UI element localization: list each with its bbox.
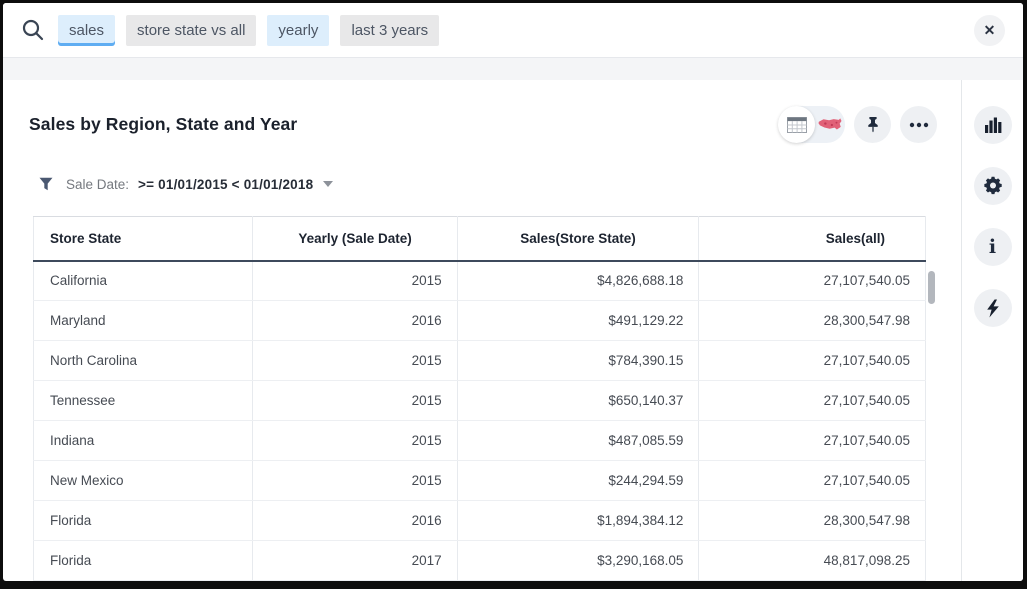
column-header[interactable]: Store State (32, 216, 254, 262)
table-header-row: Store State Yearly (Sale Date) Sales(Store… (32, 216, 926, 262)
search-token[interactable]: last 3 years (340, 14, 440, 46)
table-cell: Tennessee (32, 380, 254, 421)
table-row[interactable]: Tennessee 2015 $650,140.37 27,107,540.05 (32, 380, 926, 421)
more-options-icon[interactable] (900, 106, 937, 143)
results-table: Store State Yearly (Sale Date) Sales(Store… (32, 216, 926, 581)
table-row[interactable]: Maryland 2016 $491,129.22 28,300,547.98 (32, 300, 926, 341)
title-row: Sales by Region, State and Year (29, 106, 961, 143)
table-cell: 2017 (252, 540, 458, 581)
app-window: sales store state vs all yearly last 3 year… (3, 3, 1023, 581)
results-table-area: Store State Yearly (Sale Date) Sales(Store… (32, 216, 935, 581)
chart-icon[interactable] (973, 106, 1012, 144)
table-cell: California (32, 260, 254, 301)
filter-row[interactable]: Sale Date: >= 01/01/2015 < 01/01/2018 (29, 174, 961, 194)
table-cell: 27,107,540.05 (698, 460, 926, 501)
vertical-scrollbar[interactable] (928, 271, 935, 304)
table-cell: 2015 (252, 340, 458, 381)
table-cell: $491,129.22 (456, 300, 700, 341)
table-cell: 48,817,098.25 (698, 540, 926, 581)
view-toggle[interactable] (778, 106, 845, 143)
table-cell: Maryland (32, 300, 254, 341)
lightning-icon[interactable] (973, 289, 1012, 327)
caret-down-icon[interactable] (323, 181, 334, 187)
page-title: Sales by Region, State and Year (29, 114, 298, 134)
table-row[interactable]: New Mexico 2015 $244,294.59 27,107,540.05 (32, 460, 926, 501)
search-icon (22, 19, 44, 41)
table-view-icon[interactable] (778, 106, 815, 143)
answer-actions (778, 106, 937, 143)
table-cell: $244,294.59 (456, 460, 700, 501)
table-cell: 2015 (252, 420, 458, 461)
table-cell: 28,300,547.98 (698, 500, 926, 541)
pin-icon[interactable] (854, 106, 891, 143)
table-row[interactable]: Florida 2016 $1,894,384.12 28,300,547.98 (32, 500, 926, 541)
map-view-icon[interactable] (815, 116, 845, 133)
search-token[interactable]: yearly (267, 14, 330, 46)
table-cell: 27,107,540.05 (698, 260, 926, 301)
table-row[interactable]: North Carolina 2015 $784,390.15 27,107,540.… (32, 340, 926, 381)
right-rail: i (961, 80, 1023, 581)
column-header[interactable]: Sales(Store State) (456, 216, 700, 262)
table-cell: $4,826,688.18 (456, 260, 700, 301)
search-tokens[interactable]: sales store state vs all yearly last 3 year… (58, 14, 440, 46)
table-cell: 2015 (252, 380, 458, 421)
table-cell: $1,894,384.12 (456, 500, 700, 541)
info-glyph: i (988, 235, 997, 258)
table-cell: Florida (32, 540, 254, 581)
column-header[interactable]: Sales(all) (698, 216, 926, 262)
table-row[interactable]: Florida 2017 $3,290,168.05 48,817,098.25 (32, 540, 926, 581)
table-body: California 2015 $4,826,688.18 27,107,540.05… (32, 260, 926, 581)
table-cell: 28,300,547.98 (698, 300, 926, 341)
content-divider-strip (3, 58, 1023, 80)
table-cell: 27,107,540.05 (698, 340, 926, 381)
table-cell: New Mexico (32, 460, 254, 501)
info-icon[interactable]: i (973, 228, 1012, 266)
table-cell: North Carolina (32, 340, 254, 381)
filter-value[interactable]: >= 01/01/2015 < 01/01/2018 (138, 176, 314, 192)
table-row[interactable]: Indiana 2015 $487,085.59 27,107,540.05 (32, 420, 926, 461)
table-cell: 2015 (252, 260, 458, 301)
content: Sales by Region, State and Year (3, 80, 1023, 581)
search-token[interactable]: sales (58, 14, 116, 46)
table-cell: $650,140.37 (456, 380, 700, 421)
search-token[interactable]: store state vs all (126, 14, 257, 46)
table-cell: Florida (32, 500, 254, 541)
table-cell: $487,085.59 (456, 420, 700, 461)
close-icon[interactable]: ✕ (974, 14, 1005, 46)
table-cell: Indiana (32, 420, 254, 461)
table-cell: 2016 (252, 300, 458, 341)
filter-label: Sale Date: (66, 176, 130, 192)
table-cell: $3,290,168.05 (456, 540, 700, 581)
search-bar: sales store state vs all yearly last 3 year… (3, 3, 1023, 58)
table-cell: 2015 (252, 460, 458, 501)
table-row[interactable]: California 2015 $4,826,688.18 27,107,540.05 (32, 260, 926, 301)
gear-icon[interactable] (973, 167, 1012, 205)
answer-panel: Sales by Region, State and Year (3, 80, 961, 581)
column-header[interactable]: Yearly (Sale Date) (252, 216, 458, 262)
table-cell: $784,390.15 (456, 340, 700, 381)
filter-icon (39, 177, 53, 191)
table-cell: 27,107,540.05 (698, 380, 926, 421)
table-cell: 2016 (252, 500, 458, 541)
table-cell: 27,107,540.05 (698, 420, 926, 461)
